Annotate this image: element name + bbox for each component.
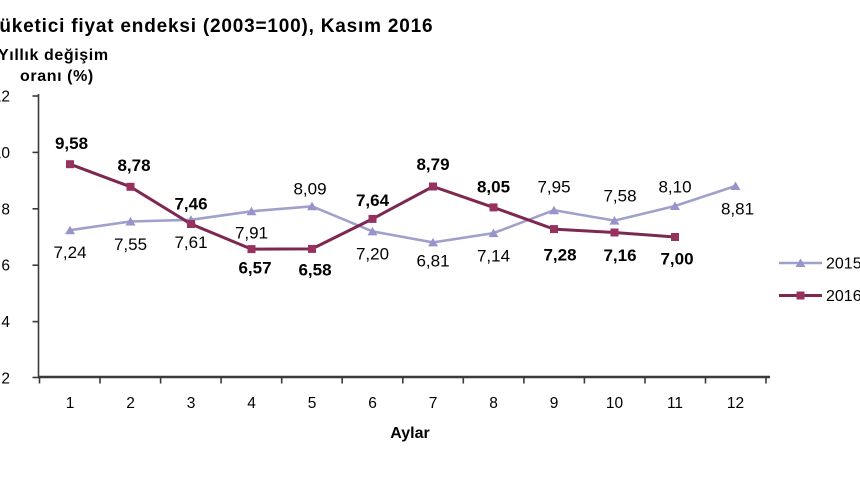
svg-text:7,16: 7,16 — [603, 246, 636, 265]
svg-text:7,61: 7,61 — [174, 233, 207, 252]
svg-text:7,91: 7,91 — [235, 224, 268, 243]
svg-text:8: 8 — [1, 201, 10, 218]
svg-text:2015: 2015 — [826, 256, 860, 273]
svg-text:2016: 2016 — [826, 288, 860, 305]
svg-text:Yıllık değişim: Yıllık değişim — [0, 47, 109, 64]
svg-text:7,20: 7,20 — [356, 245, 389, 264]
svg-text:7,64: 7,64 — [356, 191, 390, 210]
svg-text:11: 11 — [667, 395, 683, 412]
svg-text:7,58: 7,58 — [603, 187, 636, 206]
svg-text:oranı (%): oranı (%) — [20, 68, 94, 85]
svg-text:3: 3 — [187, 395, 196, 412]
svg-text:7,95: 7,95 — [537, 178, 570, 197]
svg-text:8,81: 8,81 — [721, 200, 754, 219]
svg-text:8,10: 8,10 — [658, 178, 691, 197]
svg-text:10: 10 — [0, 145, 10, 162]
svg-text:8,79: 8,79 — [416, 155, 449, 174]
svg-text:6: 6 — [368, 395, 377, 412]
svg-text:7,14: 7,14 — [477, 247, 510, 266]
svg-text:8,05: 8,05 — [477, 178, 510, 197]
svg-text:12: 12 — [0, 89, 10, 106]
svg-text:7,00: 7,00 — [660, 250, 693, 269]
svg-text:4: 4 — [247, 395, 256, 412]
svg-text:8,09: 8,09 — [293, 180, 326, 199]
svg-text:7,24: 7,24 — [53, 243, 86, 262]
svg-text:12: 12 — [727, 395, 744, 412]
svg-text:9,58: 9,58 — [55, 134, 88, 153]
svg-text:2: 2 — [126, 395, 135, 412]
svg-text:6,81: 6,81 — [416, 252, 449, 271]
svg-text:6: 6 — [1, 258, 10, 275]
svg-text:7,46: 7,46 — [174, 195, 207, 214]
svg-text:6,58: 6,58 — [298, 261, 331, 280]
svg-text:1: 1 — [66, 395, 75, 412]
svg-text:2: 2 — [1, 371, 10, 388]
svg-text:Aylar: Aylar — [390, 425, 429, 442]
svg-text:7,55: 7,55 — [114, 235, 147, 254]
svg-text:8,78: 8,78 — [117, 156, 150, 175]
svg-text:6,57: 6,57 — [238, 259, 271, 278]
svg-text:Tüketici fiyat endeksi (2003=1: Tüketici fiyat endeksi (2003=100), Kasım… — [0, 16, 433, 37]
svg-text:5: 5 — [308, 395, 317, 412]
svg-text:8: 8 — [489, 395, 498, 412]
svg-text:4: 4 — [1, 314, 10, 331]
svg-text:7: 7 — [429, 395, 438, 412]
svg-text:7,28: 7,28 — [543, 246, 576, 265]
svg-text:9: 9 — [550, 395, 559, 412]
svg-text:10: 10 — [606, 395, 624, 412]
